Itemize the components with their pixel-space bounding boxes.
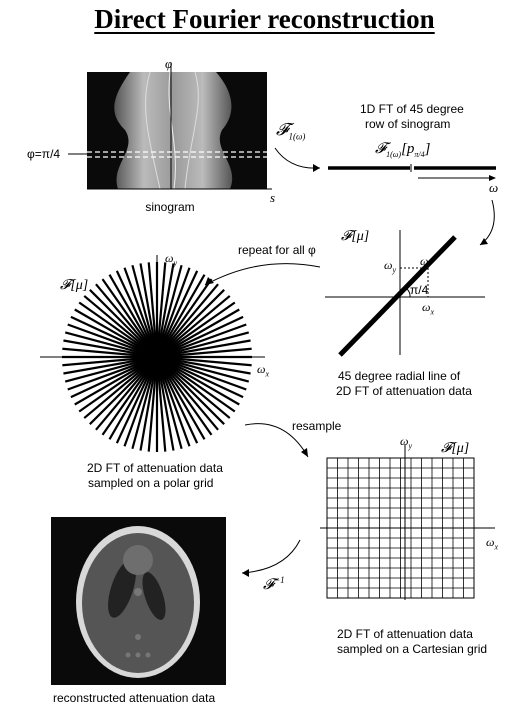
radial-omega: ω <box>420 254 429 268</box>
cartesian-caption-line1: 2D FT of attenuation data <box>337 627 473 641</box>
ft-1d-operator: 𝓕1(ω) <box>276 120 306 142</box>
polar-operator: 𝓕[μ] <box>60 278 89 293</box>
arrow-to-1d-ft <box>274 147 321 172</box>
arrow-to-cartesian <box>244 423 309 458</box>
reconstruction-caption: reconstructed attenuation data <box>53 691 216 705</box>
radial-angle: π/4 <box>410 283 429 297</box>
inverse-ft-operator: 𝓕−1 <box>263 575 285 593</box>
s-axis-label: s <box>270 190 276 205</box>
cartesian-omega-y: ωy <box>400 434 413 451</box>
resample-label: resample <box>292 419 342 433</box>
cartesian-omega-x: ωx <box>486 535 499 552</box>
ft-1d-caption-line1: 1D FT of 45 degree <box>360 102 464 116</box>
sinogram-panel <box>68 63 272 190</box>
phi-axis-label: φ <box>165 56 173 71</box>
polar-grid-panel <box>40 255 265 452</box>
radial-caption-line2: 2D FT of attenuation data <box>336 384 472 398</box>
ft-1d-expression: 𝓕1(ω)[pπ/4] <box>375 141 431 160</box>
arrow-to-radial-line <box>479 199 495 246</box>
phi-row-label: φ=π/4 <box>27 147 61 161</box>
radial-omega-x: ωx <box>422 300 435 317</box>
phantom-top-circle <box>123 545 153 575</box>
ft-1d-caption-line2: row of sinogram <box>365 117 451 131</box>
polar-omega-x: ωx <box>257 362 270 379</box>
phantom-brain <box>82 533 194 673</box>
sinogram-band <box>114 72 233 189</box>
polar-caption-line1: 2D FT of attenuation data <box>87 461 223 475</box>
cartesian-grid-panel <box>320 445 495 600</box>
phantom-right-ellipse <box>142 572 166 620</box>
sinogram-caption: sinogram <box>145 200 195 214</box>
phantom-left-ellipse <box>108 560 136 618</box>
radial-line-panel <box>325 230 485 357</box>
cartesian-operator: 𝓕[μ] <box>441 441 470 456</box>
polar-caption-line2: sampled on a polar grid <box>88 476 214 490</box>
reconstruction-image <box>51 517 226 685</box>
omega-axis-label: ω <box>489 180 499 195</box>
polar-center <box>153 353 161 361</box>
arrow-to-reconstruction <box>241 539 301 577</box>
ft-1d-line-plot <box>328 164 496 181</box>
page-title: Direct Fourier reconstruction <box>94 4 435 34</box>
radial-caption-line1: 45 degree radial line of <box>338 369 461 383</box>
polar-omega-y: ωy <box>165 251 178 268</box>
radial-operator: 𝓕[μ] <box>341 229 370 244</box>
repeat-label: repeat for all φ <box>238 243 316 257</box>
radial-45-line <box>338 235 457 357</box>
radial-omega-y: ωy <box>384 258 397 275</box>
cartesian-caption-line2: sampled on a Cartesian grid <box>337 642 488 656</box>
